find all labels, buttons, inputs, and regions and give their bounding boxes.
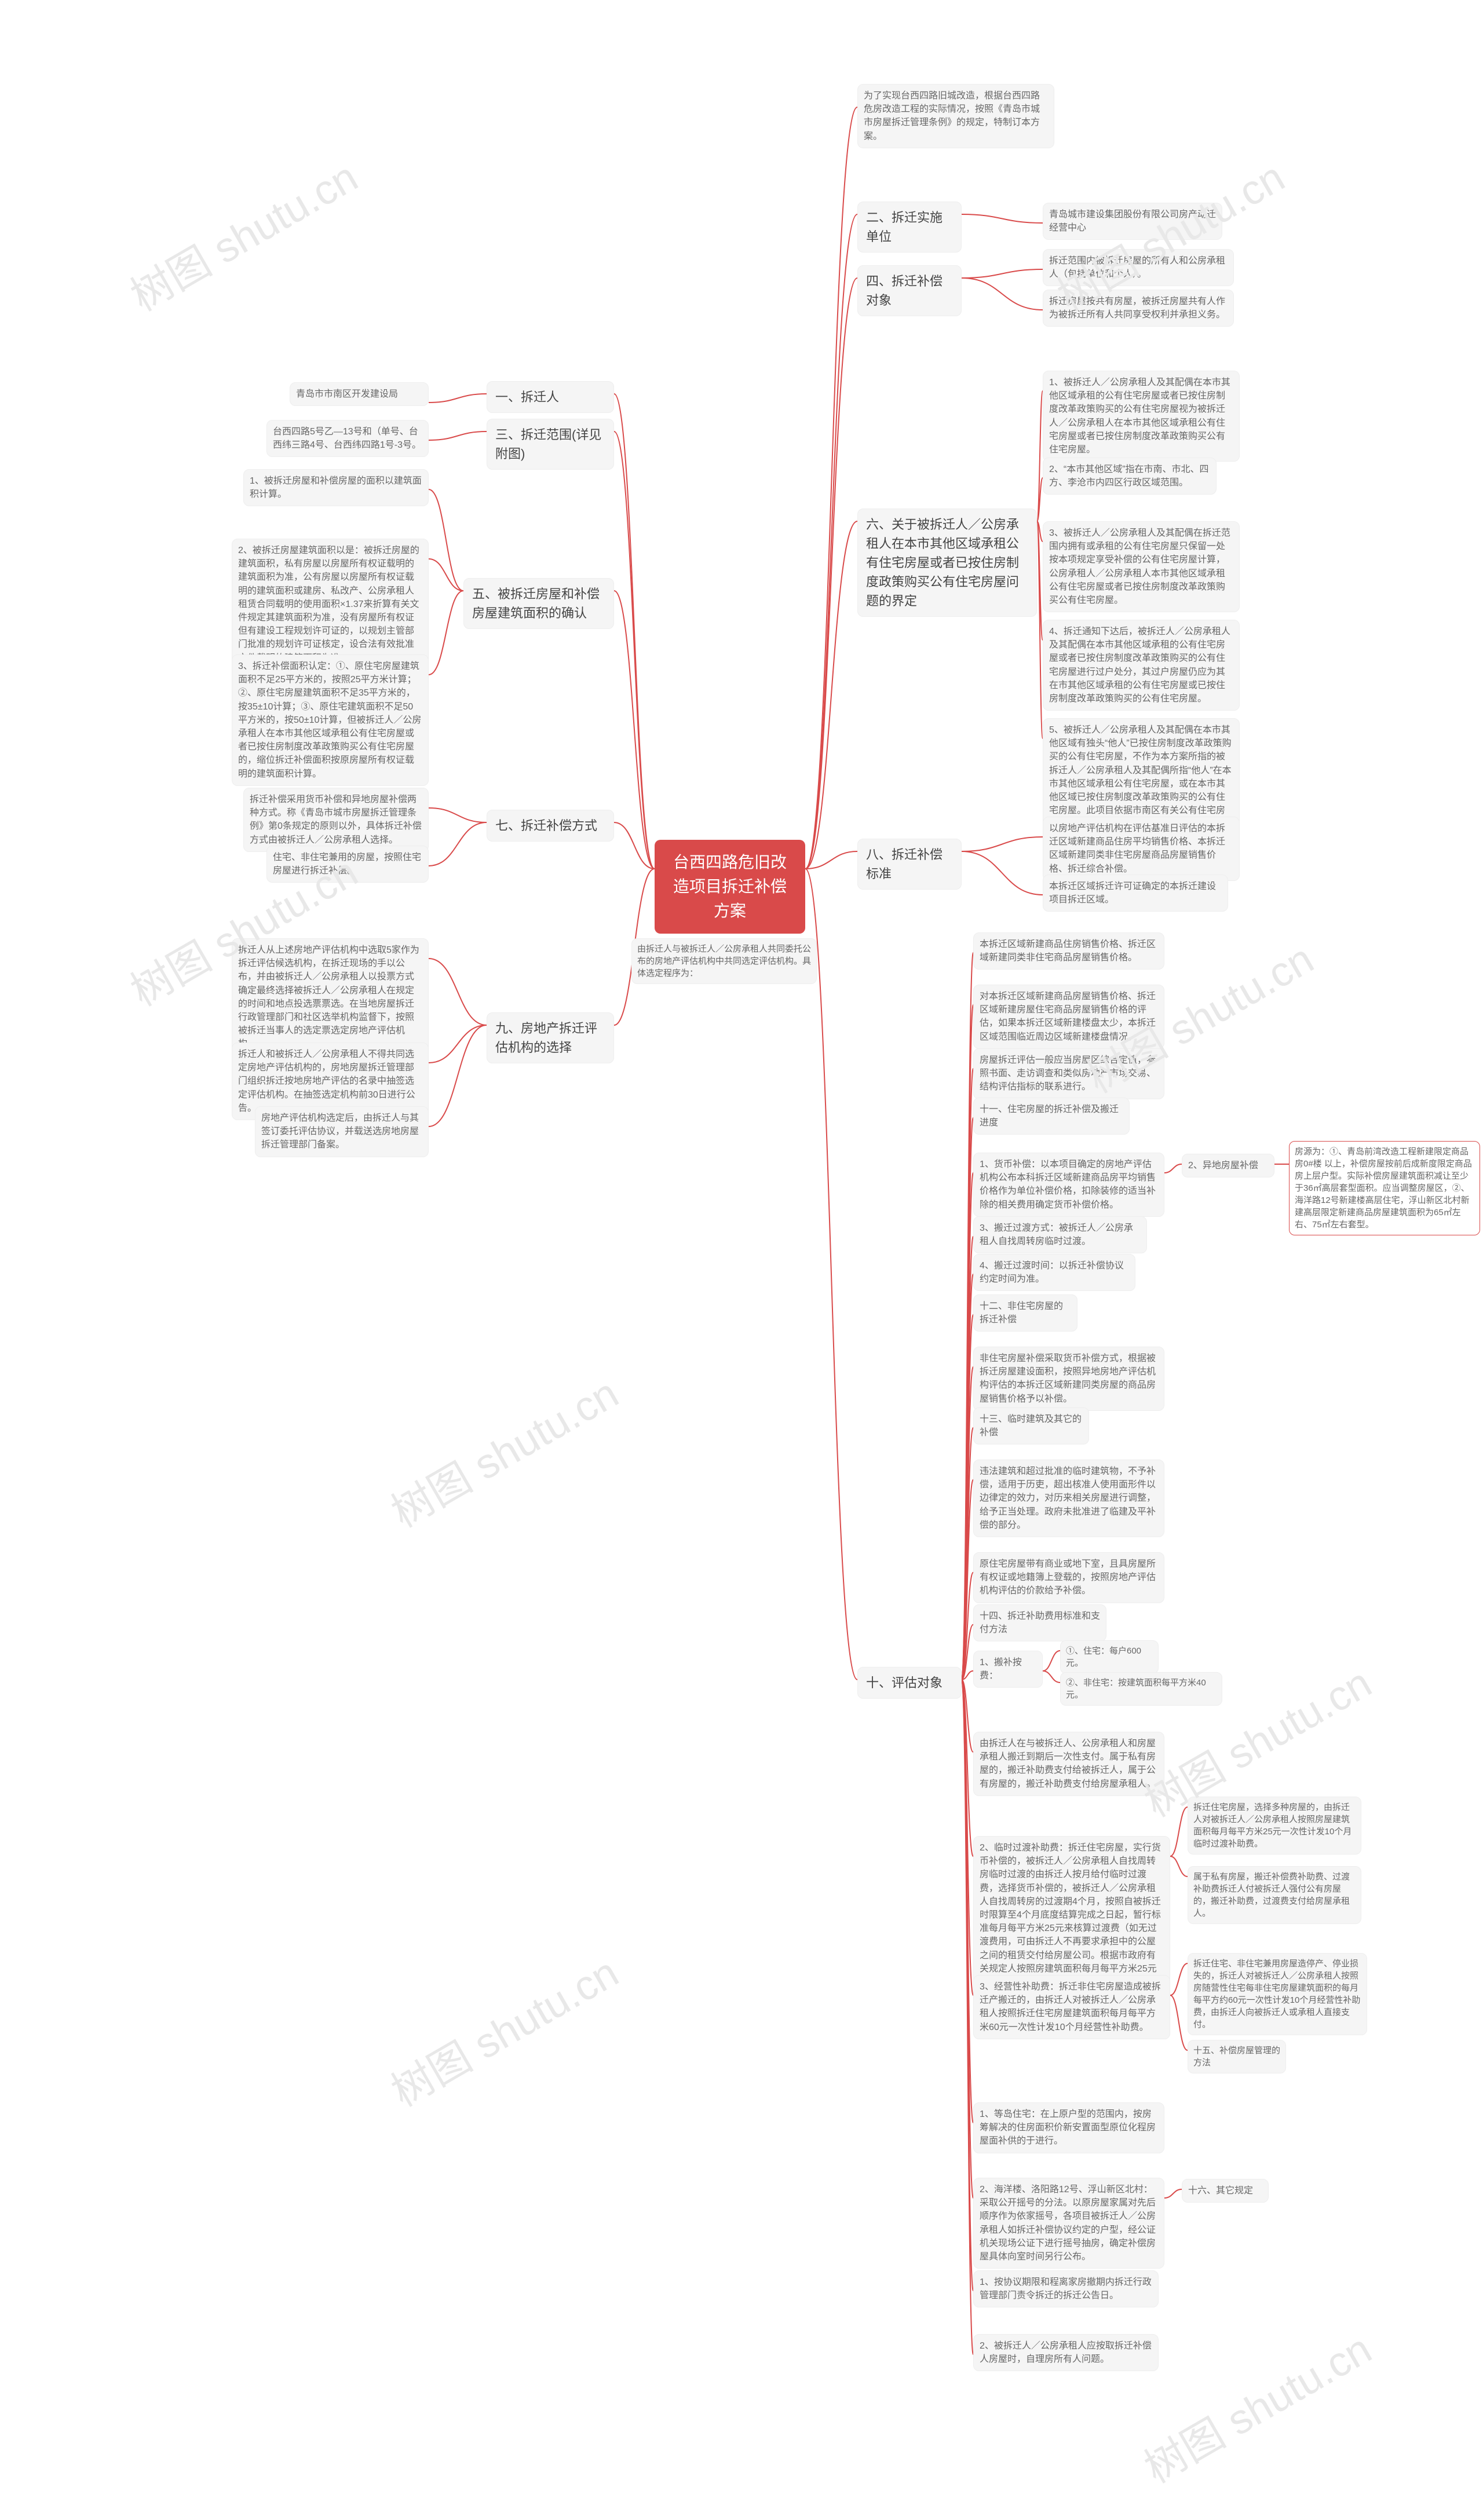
- branch-b6: 六、关于被拆迁人／公房承租人在本市其他区域承租公有住宅房屋或者已按住房制度政策购…: [857, 509, 1037, 617]
- node: 由拆迁人在与被拆迁人、公房承租人和房屋承租人搬迁到期后一次性支付。属于私有房屋的…: [973, 1732, 1164, 1796]
- node: ②、非住宅：按建筑面积每平方米40元。: [1060, 1672, 1222, 1706]
- node: 1、被拆迁人／公房承租人及其配偶在本市其他区域承租的公有住宅房屋或者已按住房制度…: [1043, 371, 1240, 462]
- node: 由拆迁人与被拆迁人／公房承租人共同委托公布的房地产评估机构中共同选定评估机构。具…: [631, 938, 817, 984]
- node: 拆迁补偿采用货币补偿和异地房屋补偿两种方式。称《青岛市城市房屋拆迁管理条例》第0…: [243, 788, 429, 852]
- node: 青岛市市南区开发建设局: [290, 382, 429, 406]
- node: 房屋拆迁评估一般应当房屋区综合定值，参照书面、走访调查和类似房地产市场交易、结构…: [973, 1048, 1164, 1099]
- node: 3、搬迁过渡方式：被拆迁人／公房承租人自找周转房临时过渡。: [973, 1216, 1147, 1253]
- node: 1、等岛住宅：在上原户型的范围内，按房筹解决的住房面积价新安置面型原位化程房屋面…: [973, 2102, 1164, 2153]
- node: 2、“本市其他区域”指在市南、市北、四方、李沧市内四区行政区域范围。: [1043, 458, 1217, 495]
- watermark: 树图 shutu.cn: [1131, 2316, 1380, 2495]
- node: 违法建筑和超过批准的临时建筑物，不予补偿，适用于历吏，超出核准人使用面形件以边律…: [973, 1460, 1164, 1537]
- node: 3、经营性补助费：拆迁非住宅房屋造成被拆迁产搬迁的，由拆迁人对被拆迁人／公房承租…: [973, 1975, 1170, 2039]
- node: 十四、拆迁补助费用标准和支付方法: [973, 1604, 1106, 1641]
- node: 2、被拆迁房屋建筑面积以是：被拆迁房屋的建筑面积，私有房屋以房屋所有权证载明的建…: [232, 539, 429, 670]
- watermark: 树图 shutu.cn: [118, 144, 367, 323]
- node: 拆迁住宅房屋，选择多种房屋的，由拆迁人对被拆迁人／公房承租人按照房屋建筑面积每月…: [1188, 1797, 1361, 1855]
- node: 十三、临时建筑及其它的补偿: [973, 1407, 1089, 1444]
- node: 以房地产评估机构在评估基准日评估的本拆迁区域新建商品住房平均销售价格、本拆迁区域…: [1043, 817, 1240, 881]
- node: 十五、补偿房屋管理的方法: [1188, 2040, 1286, 2073]
- node: 对本拆迁区域新建商品房屋销售价格、拆迁区域新建房屋住宅商品房屋销售价格的评估，如…: [973, 985, 1164, 1049]
- node: 2、异地房屋补偿: [1182, 1154, 1274, 1177]
- node: 本拆迁区域拆迁许可证确定的本拆迁建设项目拆迁区域。: [1043, 875, 1228, 912]
- node: 1、按协议期限和程离家房撤期内拆迁行政管理部门责令拆迁的拆迁公告日。: [973, 2270, 1159, 2307]
- node: 1、货币补偿：以本项目确定的房地产评估机构公布本科拆迁区域新建商品房平均销售价格…: [973, 1153, 1164, 1217]
- node: 3、被拆迁人／公房承租人及其配偶在拆迁范围内拥有或承租的公有住宅房屋只保留一处按…: [1043, 521, 1240, 612]
- branch-b9: 九、房地产拆迁评估机构的选择: [487, 1012, 614, 1063]
- node: 房源为：①、青岛前湾改造工程新建限定商品房0#楼 以上，补偿房屋按前后成新度限定…: [1289, 1141, 1480, 1235]
- node: 4、搬迁过渡时间：以拆迁补偿协议约定时间为准。: [973, 1254, 1135, 1291]
- node: 1、搬补按费：: [973, 1651, 1043, 1688]
- node: 十六、其它规定: [1182, 2179, 1269, 2203]
- node: 青岛城市建设集团股份有限公司房产动迁经营中心: [1043, 203, 1222, 240]
- node: 2、海洋楼、洛阳路12号、浮山新区北村：采取公开摇号的分法。以原房屋家属对先后顺…: [973, 2178, 1164, 2269]
- node: 十二、非住宅房屋的拆迁补偿: [973, 1294, 1077, 1332]
- branch-b2: 二、拆迁实施单位: [857, 202, 962, 253]
- node: 2、被拆迁人／公房承租人应按取拆迁补偿人房屋时，自理房所有人问题。: [973, 2334, 1159, 2371]
- node: 拆迁房屋按共有房屋，被拆迁房屋共有人作为被拆迁所有人共同享受权利并承担义务。: [1043, 290, 1234, 327]
- branch-b7: 七、拆迁补偿方式: [487, 810, 614, 842]
- node: 拆迁人从上述房地产评估机构中选取5家作为拆迁评估候选机构，在拆迁现场的手以公布，…: [232, 938, 429, 1056]
- node: 本拆迁区域新建商品住房销售价格、拆迁区域新建同类非住宅商品房屋销售价格。: [973, 932, 1164, 970]
- node: 拆迁住宅、非住宅兼用房屋造停产、停业损失的，拆迁人对被拆迁人／公房承租人按照房随…: [1188, 1953, 1367, 2035]
- node: 3、拆迁补偿面积认定：①、原住宅房屋建筑面积不足25平方米的，按照25平方米计算…: [232, 654, 429, 786]
- node: 住宅、非住宅兼用的房屋，按照住宅房屋进行拆迁补偿。: [266, 846, 429, 883]
- node: 1、被拆迁房屋和补偿房屋的面积以建筑面积计算。: [243, 469, 429, 506]
- watermark: 树图 shutu.cn: [378, 1939, 627, 2118]
- node: 拆迁范围内被拆迁房屋的所有人和公房承租人（包括单位和个人）。: [1043, 249, 1234, 286]
- branch-b5: 五、被拆迁房屋和补偿房屋建筑面积的确认: [463, 578, 614, 629]
- node: 十一、住宅房屋的拆迁补偿及搬迁进度: [973, 1098, 1130, 1135]
- node: 房地产评估机构选定后，由拆迁人与其签订委托评估协议，并载送选房地房屋拆迁管理部门…: [255, 1106, 429, 1157]
- node: 台西四路5号乙—13号和（单号、台西纬三路4号、台西纬四路1号-3号。: [266, 420, 429, 457]
- node: 原住宅房屋带有商业或地下室，且具房屋所有权证或地籍簿上登载的，按照房地产评估机构…: [973, 1552, 1164, 1603]
- branch-b8: 八、拆迁补偿标准: [857, 839, 962, 890]
- node: ①、住宅：每户600元。: [1060, 1640, 1159, 1674]
- node: 为了实现台西四路旧城改造，根据台西四路危房改造工程的实际情况，按照《青岛市城市房…: [857, 84, 1054, 148]
- branch-b10: 十、评估对象: [857, 1667, 962, 1699]
- node: 非住宅房屋补偿采取货币补偿方式，根据被拆迁房屋建设面积，按照异地房地产评估机构评…: [973, 1347, 1164, 1411]
- watermark: 树图 shutu.cn: [378, 1360, 627, 1539]
- center-node: 台西四路危旧改造项目拆迁补偿方案: [655, 840, 805, 934]
- branch-b3: 三、拆迁范围(详见附图): [487, 419, 614, 470]
- branch-b1: 一、拆迁人: [487, 381, 614, 413]
- node: 属于私有房屋，搬迁补偿费补助费、过渡补助费拆迁人付被拆迁人强付公有房屋的，搬迁补…: [1188, 1866, 1361, 1924]
- node: 4、拆迁通知下达后，被拆迁人／公房承租人及其配偶在本市其他区域承租的公有住宅房屋…: [1043, 620, 1240, 711]
- branch-b4: 四、拆迁补偿对象: [857, 265, 962, 316]
